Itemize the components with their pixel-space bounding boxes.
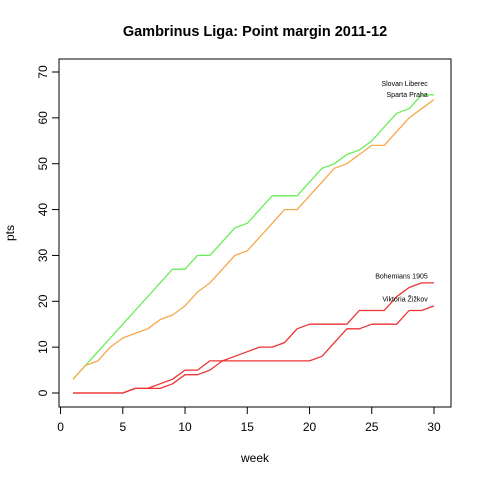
y-tick-label: 70 <box>36 65 50 79</box>
y-tick-label: 20 <box>36 294 50 308</box>
series-line-slovan-liberec <box>72 94 434 380</box>
y-tick-label: 40 <box>36 203 50 217</box>
series-layer <box>72 94 435 394</box>
series-line-viktoria-zizkov <box>73 282 434 394</box>
chart-title: Gambrinus Liga: Point margin 2011-12 <box>123 24 387 40</box>
y-tick-label: 0 <box>36 389 50 396</box>
series-annotation: Slovan Liberec <box>381 81 428 88</box>
series-annotation: Bohemians 1905 <box>375 273 428 280</box>
series-line-sparta-praha <box>72 98 435 380</box>
x-tick-label: 30 <box>427 420 441 434</box>
x-tick-label: 15 <box>241 420 255 434</box>
x-tick-label: 10 <box>178 420 192 434</box>
x-tick-label: 5 <box>119 420 126 434</box>
y-axis: 0 10 20 30 40 50 60 70 <box>36 65 59 396</box>
y-tick-label: 60 <box>36 111 50 125</box>
x-axis-label: week <box>240 451 270 465</box>
x-axis: 0 5 10 15 20 25 30 <box>57 407 441 434</box>
series-annotation: Sparta Praha <box>387 92 428 99</box>
annotation-layer: Slovan Liberec Sparta Praha Bohemians 1905… <box>375 81 428 304</box>
x-tick-label: 0 <box>57 420 64 434</box>
x-tick-label: 25 <box>365 420 379 434</box>
plot-frame <box>58 58 452 408</box>
series-annotation: Viktoria Žižkov <box>382 294 428 303</box>
y-tick-label: 10 <box>36 340 50 354</box>
y-tick-label: 30 <box>36 248 50 262</box>
y-tick-label: 50 <box>36 157 50 171</box>
y-axis-label: pts <box>3 225 17 241</box>
x-tick-label: 20 <box>303 420 317 434</box>
